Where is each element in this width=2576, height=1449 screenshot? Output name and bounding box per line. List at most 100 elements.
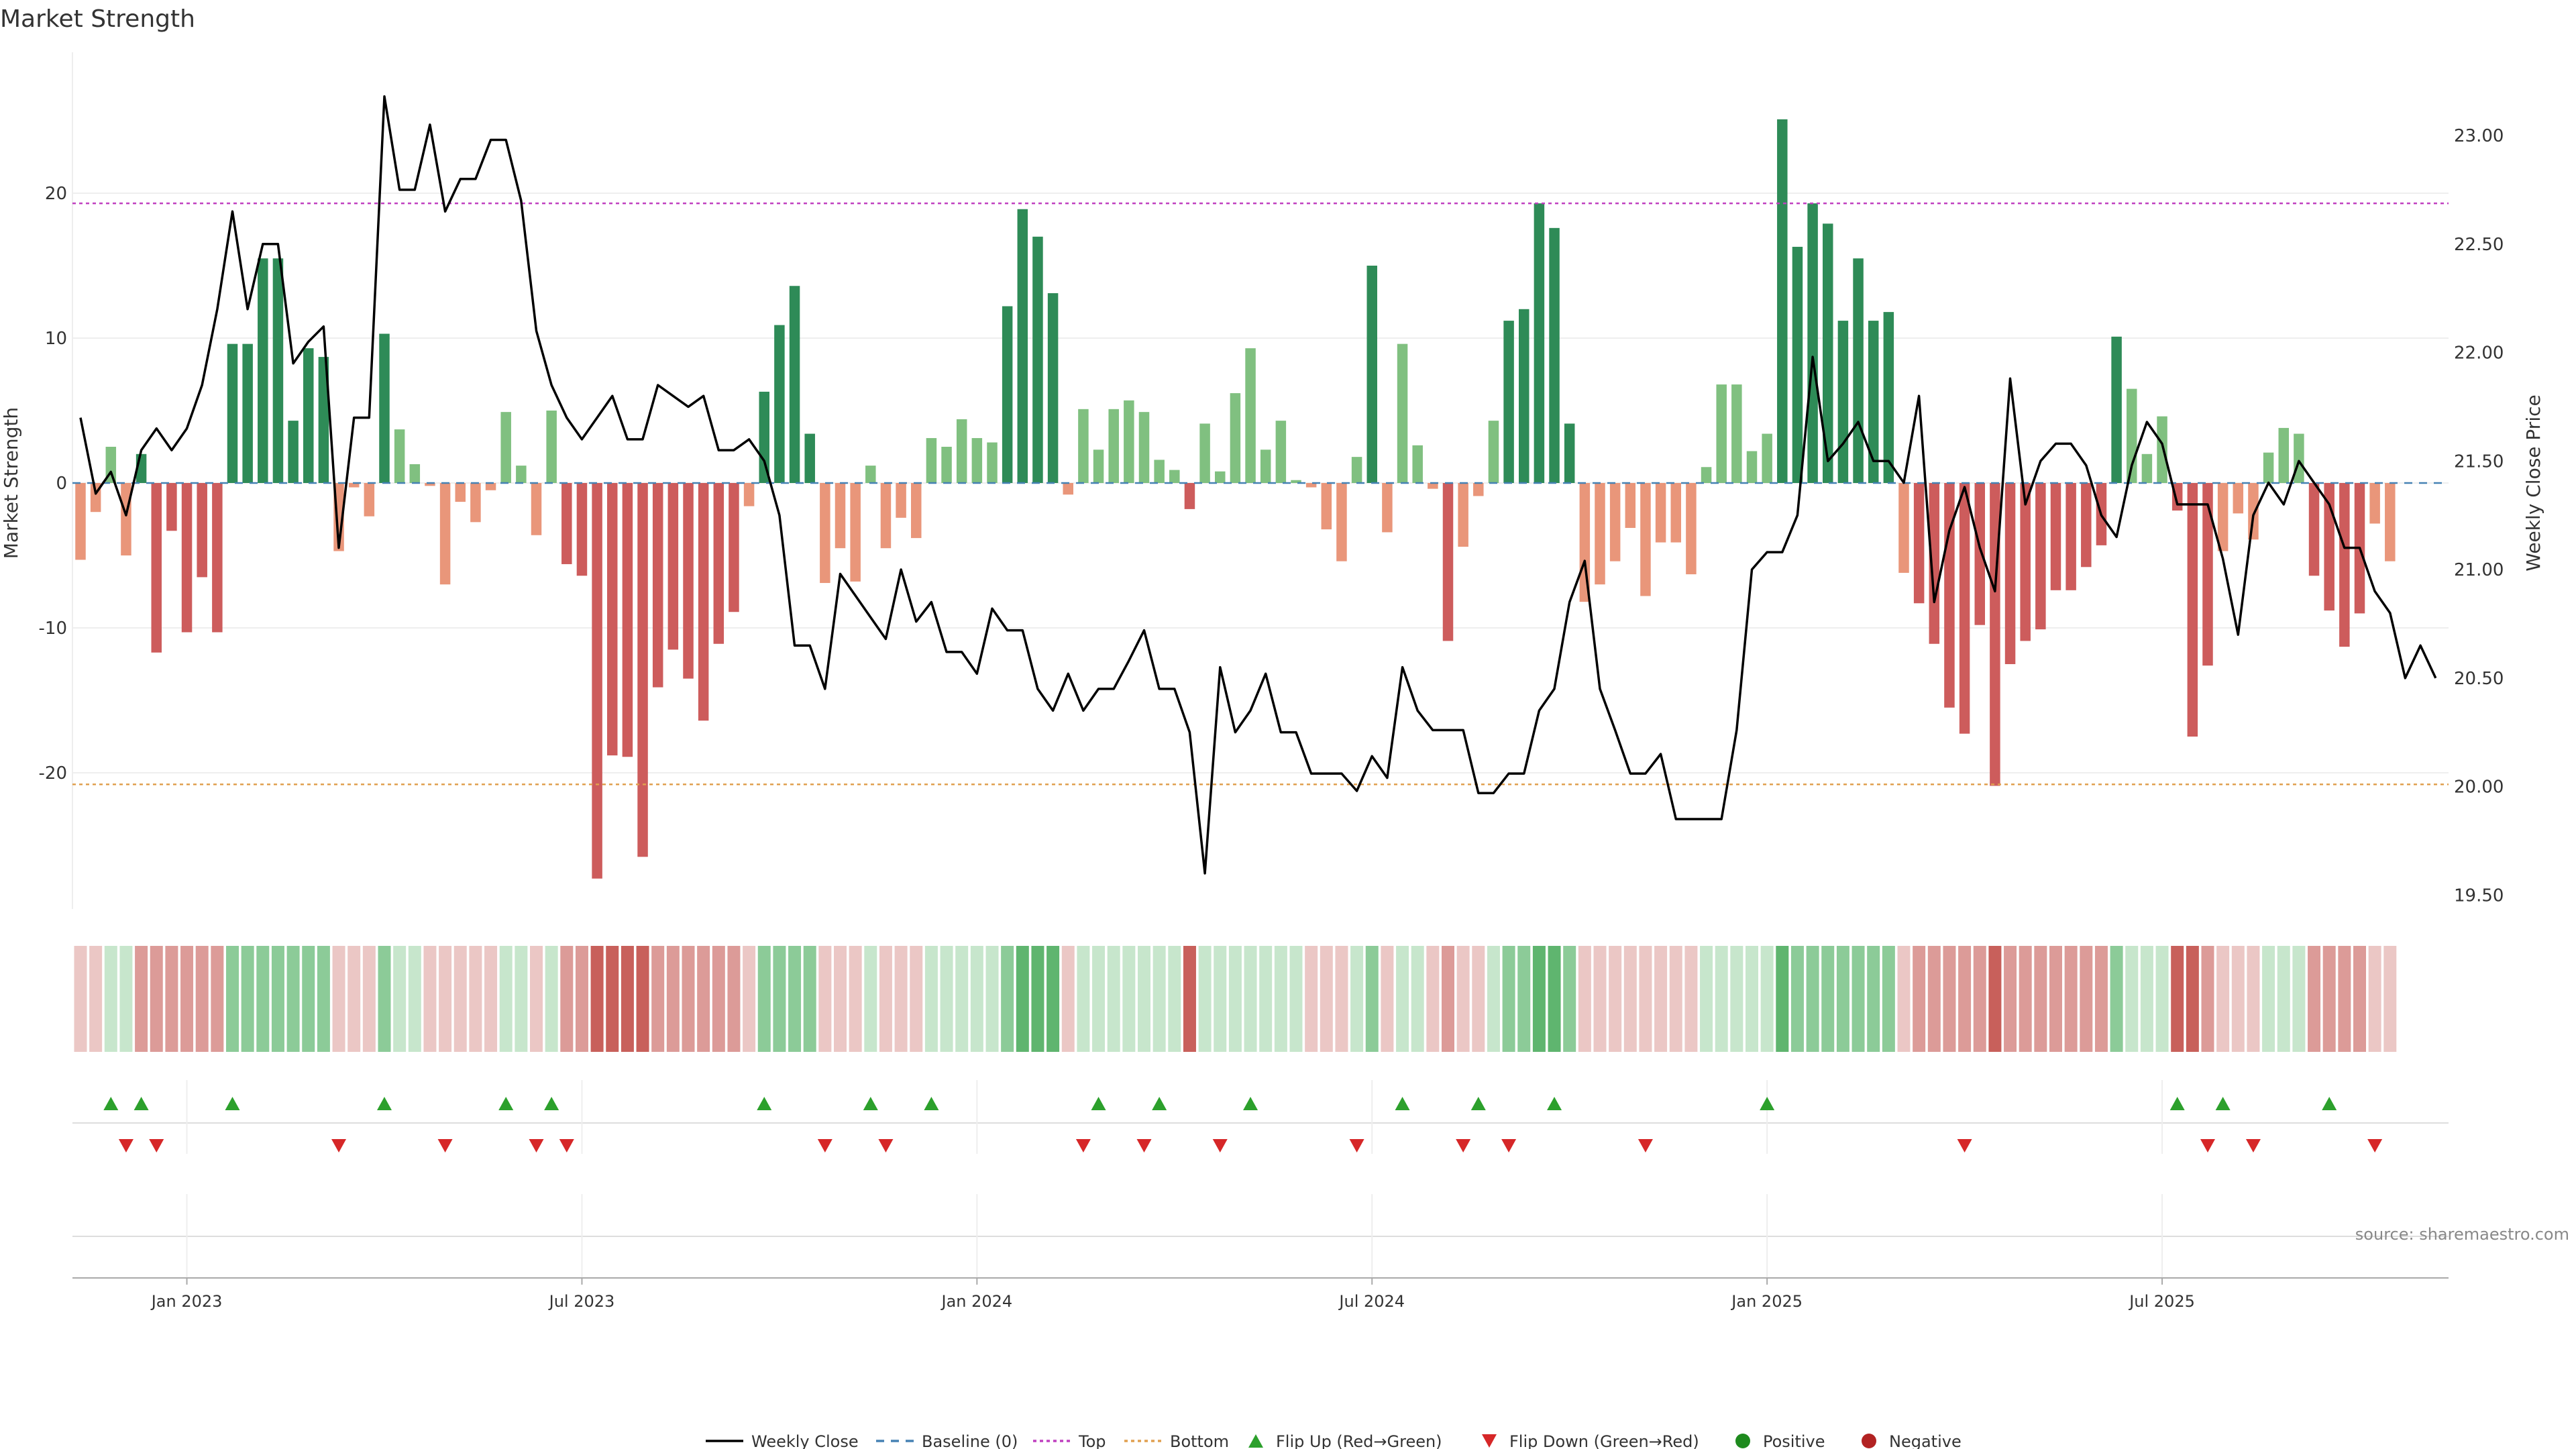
heat-cell: [2094, 946, 2108, 1052]
heat-cell: [1790, 946, 1804, 1052]
heat-cell: [2201, 946, 2214, 1052]
heat-cell: [165, 946, 178, 1052]
heat-cell: [590, 946, 604, 1052]
strength-bar: [1503, 321, 1514, 483]
flip-down-marker: [1075, 1139, 1091, 1152]
chart-title: Market Strength: [0, 5, 195, 33]
heat-cell: [697, 946, 710, 1052]
strength-bar: [1913, 483, 1925, 604]
heat-cell: [1623, 946, 1637, 1052]
heat-cell: [1806, 946, 1819, 1052]
heat-cell: [2383, 946, 2397, 1052]
strength-bar: [911, 483, 922, 539]
heat-cell: [1821, 946, 1835, 1052]
heat-cell: [2019, 946, 2032, 1052]
strength-bar: [1458, 483, 1468, 547]
heat-cell: [2292, 946, 2306, 1052]
heat-cell: [2277, 946, 2290, 1052]
heat-cell: [1061, 946, 1075, 1052]
heat-cell: [924, 946, 938, 1052]
strength-bar: [1412, 445, 1423, 483]
y2-tick-label: 21.00: [2454, 560, 2504, 580]
strength-bar: [2248, 483, 2259, 540]
heat-cell: [803, 946, 816, 1052]
flip-up-marker: [2169, 1097, 2185, 1110]
legend-baseline: Baseline (0): [922, 1432, 1018, 1449]
y-tick-label: 20: [45, 184, 67, 204]
strength-bar: [1974, 483, 1985, 625]
flip-down-marker: [1638, 1139, 1653, 1152]
strength-bar: [743, 483, 755, 506]
strength-bar: [1336, 483, 1347, 561]
heat-cell: [940, 946, 953, 1052]
strength-bar: [151, 483, 162, 653]
heat-cell: [1092, 946, 1106, 1052]
heat-cell: [2171, 946, 2184, 1052]
heat-cell: [1639, 946, 1652, 1052]
heat-cell: [1274, 946, 1287, 1052]
heat-cell: [1609, 946, 1622, 1052]
heat-cell: [2140, 946, 2153, 1052]
strength-bar: [1260, 449, 1271, 483]
flip-down-marker: [1501, 1139, 1517, 1152]
strength-bar: [1047, 293, 1059, 483]
heat-cell: [302, 946, 315, 1052]
source-note: source: sharemaestro.com: [2355, 1225, 2569, 1244]
heat-cell: [347, 946, 361, 1052]
flip-down-marker: [1456, 1139, 1471, 1152]
heat-cell: [1882, 946, 1895, 1052]
strength-bar: [288, 421, 299, 483]
heat-cell: [1228, 946, 1242, 1052]
heat-cell: [834, 946, 847, 1052]
heat-cell: [2080, 946, 2093, 1052]
flip-down-marker: [149, 1139, 164, 1152]
price-line-layer: [79, 95, 2437, 875]
legend-positive: Positive: [1763, 1432, 1825, 1449]
heat-cell: [757, 946, 771, 1052]
strength-bar: [926, 438, 937, 483]
strength-bar: [2294, 433, 2304, 483]
heat-cell: [1487, 946, 1500, 1052]
flip-up-marker: [103, 1097, 119, 1110]
flip-down-marker: [1957, 1139, 1972, 1152]
x-tick-label: Jan 2023: [150, 1292, 223, 1311]
strength-bar: [212, 483, 223, 633]
flip-up-marker: [1152, 1097, 1167, 1110]
heat-cell: [1168, 946, 1181, 1052]
heat-cell: [1122, 946, 1136, 1052]
y2-tick-label: 20.50: [2454, 669, 2504, 689]
strength-bar: [1701, 467, 1712, 483]
strength-bar: [1245, 348, 1256, 483]
heat-cell: [2368, 946, 2381, 1052]
flip-up-marker: [1395, 1097, 1410, 1110]
heat-cell: [1350, 946, 1364, 1052]
strength-bar: [394, 429, 405, 483]
strength-bar: [1032, 236, 1043, 483]
heat-cell: [271, 946, 284, 1052]
heat-cell: [970, 946, 983, 1052]
heat-cell: [879, 946, 892, 1052]
heat-cell: [1548, 946, 1561, 1052]
y-tick-label: -20: [39, 763, 67, 784]
legend-flip-up: Flip Up (Red→Green): [1276, 1432, 1442, 1449]
strength-bar: [971, 438, 983, 483]
strength-bar: [576, 483, 588, 576]
strength-bar: [425, 483, 435, 486]
strength-bar: [1093, 449, 1104, 483]
heat-cell: [1943, 946, 1956, 1052]
strength-bar: [1640, 483, 1651, 596]
heat-cell: [1396, 946, 1409, 1052]
strength-bar: [1124, 400, 1134, 483]
heat-cell: [1046, 946, 1060, 1052]
flip-up-marker: [498, 1097, 514, 1110]
flip-down-marker: [1349, 1139, 1364, 1152]
heat-cell: [1016, 946, 1029, 1052]
y2-tick-label: 23.00: [2454, 126, 2504, 146]
strength-bar: [1291, 480, 1301, 483]
heat-cell: [955, 946, 969, 1052]
strength-bar: [1154, 460, 1165, 483]
heat-cell: [682, 946, 695, 1052]
heat-cell: [2262, 946, 2275, 1052]
strength-bar: [2004, 483, 2016, 664]
